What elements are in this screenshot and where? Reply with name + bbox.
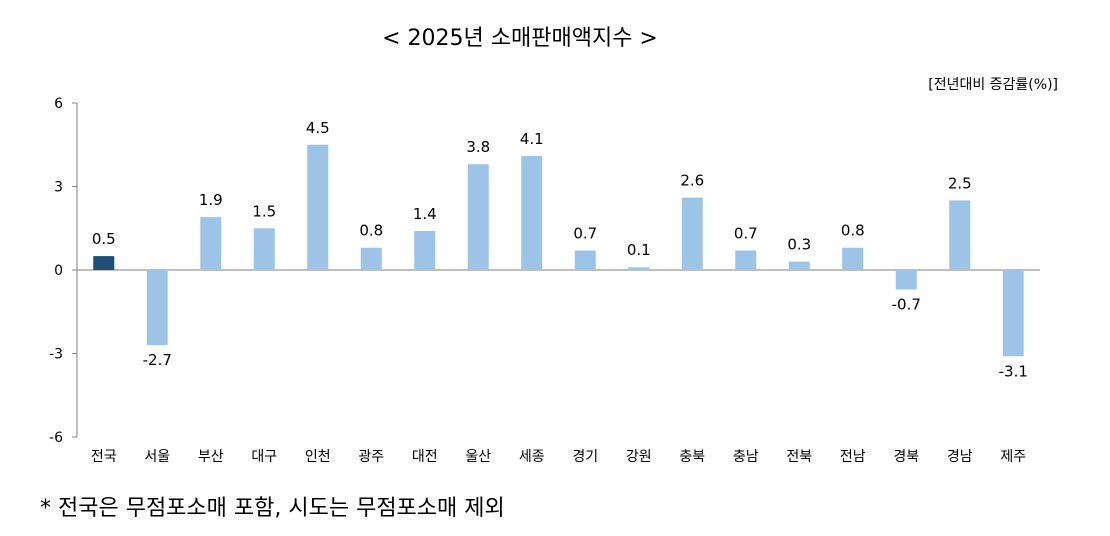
data-label: 2.5 xyxy=(948,174,972,192)
bar-강원 xyxy=(628,267,650,270)
data-label: -2.7 xyxy=(143,351,172,369)
category-label: 세종 xyxy=(519,449,545,465)
category-label: 광주 xyxy=(358,449,384,465)
data-label: 0.5 xyxy=(92,230,116,248)
bar-경남 xyxy=(949,200,971,270)
bar-대전 xyxy=(414,231,436,270)
bar-제주 xyxy=(1002,270,1024,357)
data-label: 0.8 xyxy=(359,222,383,240)
data-label: 0.3 xyxy=(787,236,811,254)
category-label: 전남 xyxy=(840,449,866,465)
bar-경기 xyxy=(574,250,596,270)
data-label: 4.5 xyxy=(306,119,330,137)
y-tick-label: 6 xyxy=(54,96,63,112)
category-label: 충남 xyxy=(733,449,759,465)
category-label: 서울 xyxy=(144,449,170,465)
data-label: 1.9 xyxy=(199,191,223,209)
category-label: 강원 xyxy=(626,449,652,465)
bar-전남 xyxy=(842,247,864,270)
data-label: 0.7 xyxy=(734,225,758,243)
category-label: 대전 xyxy=(412,449,438,465)
category-label: 부산 xyxy=(198,449,224,465)
category-label: 울산 xyxy=(465,449,491,465)
bar-부산 xyxy=(200,217,222,270)
category-label: 경북 xyxy=(893,449,919,465)
data-label: 0.1 xyxy=(627,241,651,259)
category-label: 대구 xyxy=(251,449,277,465)
unit-note: [전년대비 증감률(%)] xyxy=(928,77,1058,93)
data-label: 0.7 xyxy=(573,225,597,243)
y-tick-label: -3 xyxy=(49,347,63,363)
data-label: -3.1 xyxy=(999,362,1028,380)
bar-전국 xyxy=(93,256,115,270)
bar-광주 xyxy=(360,247,382,270)
bar-충북 xyxy=(681,197,703,270)
y-tick-label: -6 xyxy=(49,430,63,446)
category-label: 경기 xyxy=(572,449,598,465)
bar-대구 xyxy=(253,228,275,270)
category-label: 제주 xyxy=(1000,449,1026,465)
category-label: 전북 xyxy=(786,449,812,465)
bar-울산 xyxy=(467,164,489,270)
y-tick-label: 0 xyxy=(54,263,63,279)
data-label: 0.8 xyxy=(841,222,865,240)
bar-전북 xyxy=(788,261,810,270)
bar-충남 xyxy=(735,250,757,270)
y-tick-label: 3 xyxy=(54,180,63,196)
category-label: 충북 xyxy=(679,449,705,465)
data-label: -0.7 xyxy=(892,295,921,313)
bar-세종 xyxy=(521,155,543,270)
data-label: 1.4 xyxy=(413,205,437,223)
footnote: * 전국은 무점포소매 포함, 시도는 무점포소매 제외 xyxy=(40,496,505,521)
category-label: 경남 xyxy=(947,449,973,465)
data-label: 3.8 xyxy=(466,138,490,156)
chart-title: < 2025년 소매판매액지수 > xyxy=(382,26,658,51)
data-label: 4.1 xyxy=(520,130,544,148)
data-label: 1.5 xyxy=(252,202,276,220)
bar-서울 xyxy=(146,270,168,346)
data-label: 2.6 xyxy=(680,172,704,190)
bar-경북 xyxy=(895,270,917,290)
bar-chart: 6 3 0 -3 -6 0.5 전국 -2.7 서울 1.9 부산 1.5 대구 4.5 인천 0.8 광주 1.… xyxy=(49,96,1040,465)
category-label: 전국 xyxy=(91,449,117,465)
category-label: 인천 xyxy=(305,449,331,465)
bar-인천 xyxy=(307,144,329,270)
